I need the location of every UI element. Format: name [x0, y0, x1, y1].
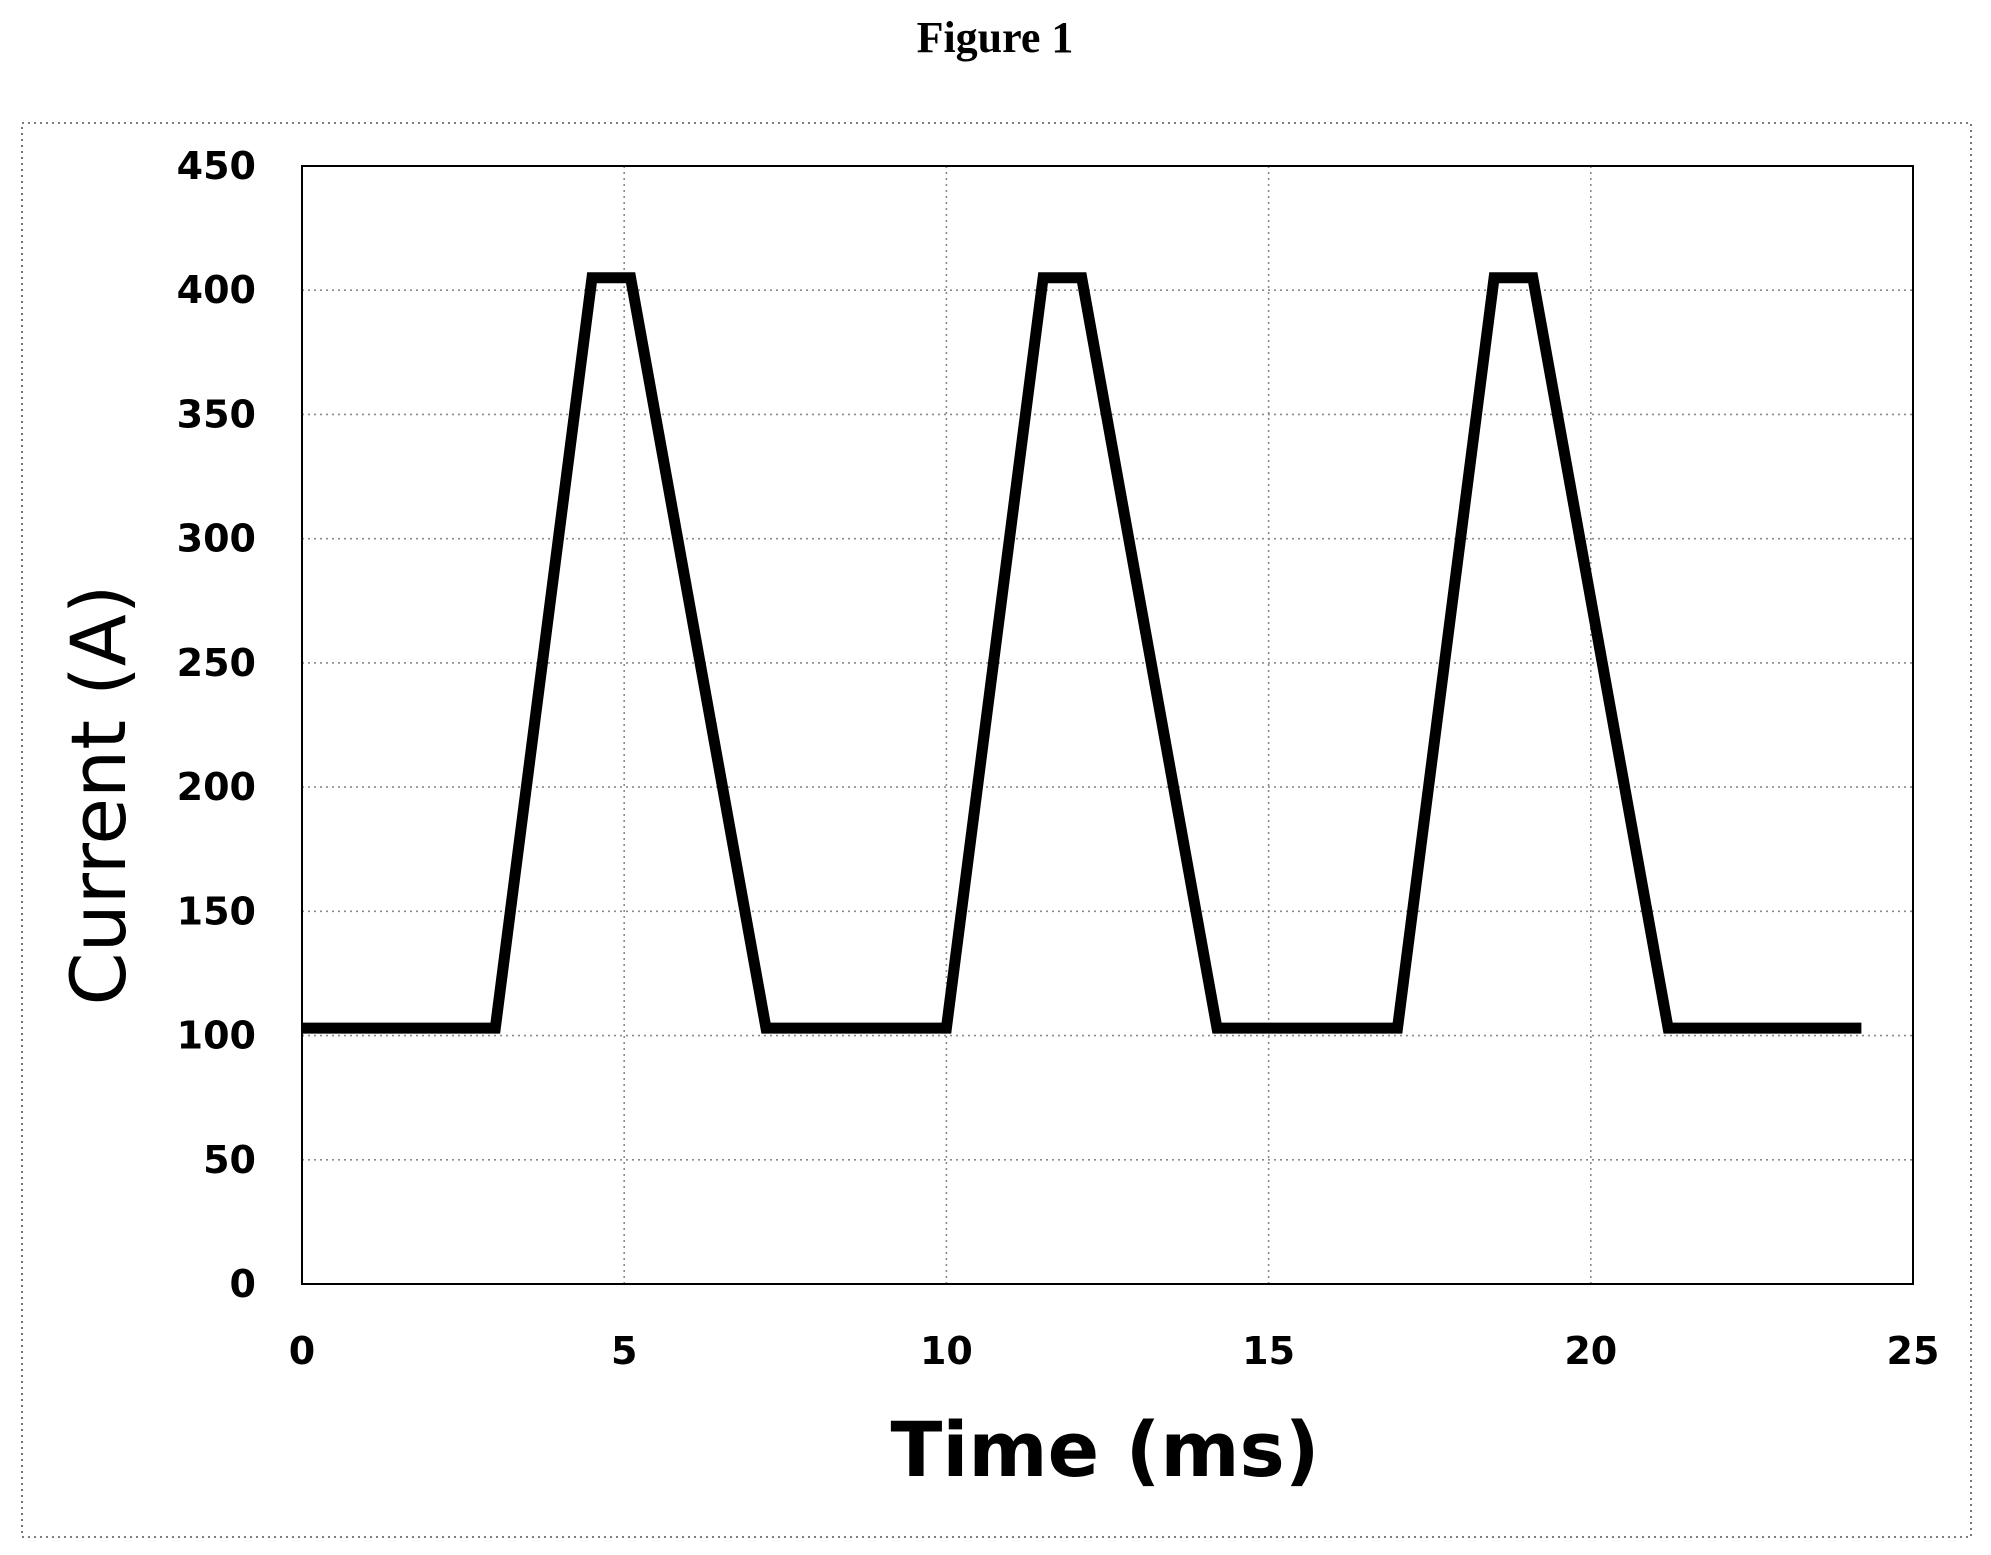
y-tick-label: 300: [177, 517, 256, 561]
figure-label: Figure 1: [917, 13, 1074, 62]
y-tick-label: 250: [177, 641, 256, 685]
y-tick-label: 350: [177, 392, 256, 436]
y-tick-label: 100: [177, 1014, 256, 1058]
y-tick-label: 200: [177, 765, 256, 809]
series-line: [302, 272, 1862, 1034]
x-tick-labels: 0 5 10 15 20 25: [289, 1329, 1940, 1373]
y-tick-label: 0: [230, 1262, 256, 1306]
plot-area-border: [301, 165, 1914, 1285]
y-axis-title: Current (A): [54, 585, 143, 1006]
series-layer: [302, 272, 1862, 1034]
x-tick-label: 15: [1242, 1329, 1295, 1373]
x-tick-label: 25: [1887, 1329, 1940, 1373]
gridlines: [302, 166, 1913, 1284]
chart-frame: [21, 122, 1972, 1538]
x-tick-label: 0: [289, 1329, 315, 1373]
x-tick-label: 5: [611, 1329, 637, 1373]
y-tick-label: 50: [203, 1138, 256, 1182]
x-tick-label: 20: [1564, 1329, 1617, 1373]
x-tick-label: 10: [920, 1329, 973, 1373]
y-tick-label: 450: [177, 144, 256, 188]
y-tick-label: 150: [177, 889, 256, 933]
y-tick-labels: 0 50 100 150 200 250 300 350 400 450: [177, 144, 256, 1306]
x-axis-title: Time (ms): [891, 1405, 1320, 1494]
y-tick-label: 400: [177, 268, 256, 312]
